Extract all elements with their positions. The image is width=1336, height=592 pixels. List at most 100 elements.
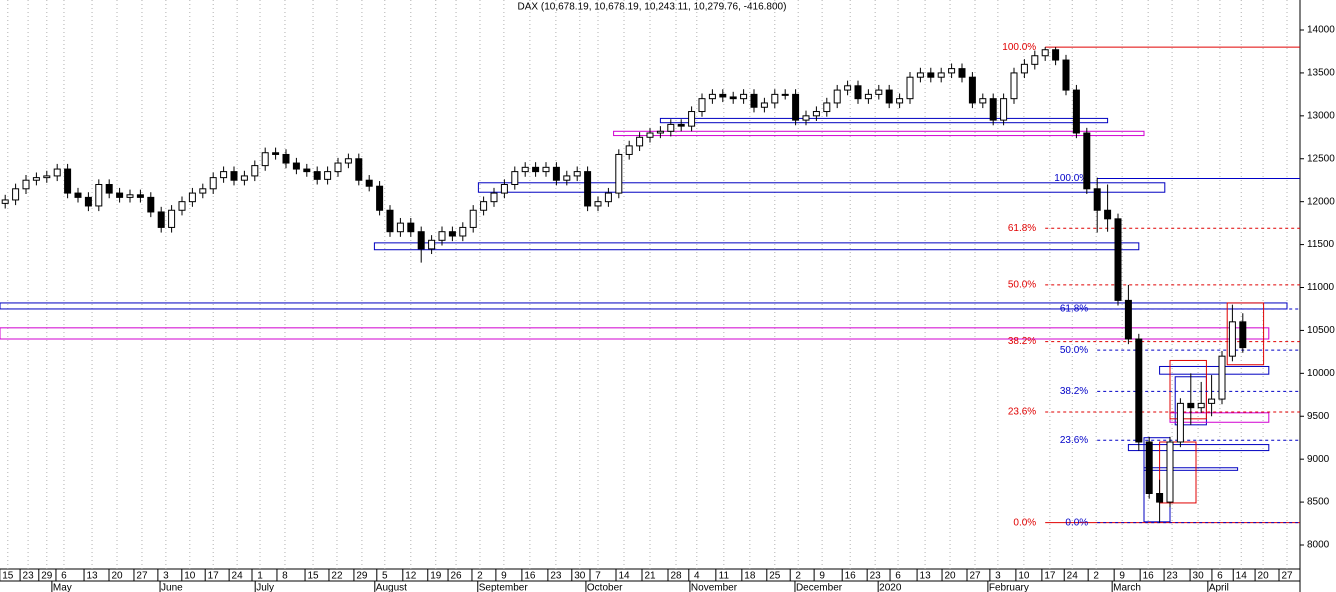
candle-body: [1239, 321, 1247, 349]
candle-body: [438, 231, 446, 241]
candle-body: [459, 226, 467, 237]
zone-box: [1127, 444, 1270, 452]
candle-body: [396, 222, 404, 233]
candle-body: [313, 171, 321, 180]
x-tick-label: 27: [136, 571, 148, 582]
candle-body: [760, 102, 768, 108]
candle-body: [32, 177, 40, 181]
candle-body: [417, 231, 425, 250]
x-tick-label: 30: [1193, 571, 1205, 582]
fib-label: 23.6%: [1008, 407, 1036, 418]
candle-body: [802, 115, 810, 121]
candle-body: [157, 211, 165, 228]
candle-body: [1062, 59, 1070, 91]
candle-body: [646, 132, 654, 138]
candle-body: [844, 85, 852, 91]
candle-body: [365, 179, 373, 187]
candle-body: [386, 209, 394, 233]
candle-body: [792, 93, 800, 121]
candle-body: [688, 111, 696, 127]
candle-body: [1020, 63, 1028, 74]
fib-label: 61.8%: [1008, 223, 1036, 234]
candle-body: [64, 168, 72, 194]
month-label: 2020: [879, 583, 902, 592]
candle-body: [12, 188, 20, 201]
candle-body: [230, 171, 238, 181]
candle-body: [199, 188, 207, 194]
candle-body: [126, 194, 134, 198]
x-tick-label: 11: [719, 571, 730, 582]
x-tick-label: 2: [795, 571, 801, 582]
x-tick-label: 22: [331, 571, 343, 582]
candle-body: [667, 123, 675, 132]
candle-body: [625, 145, 633, 155]
x-tick-label: 2: [1093, 571, 1099, 582]
x-tick-label: 16: [524, 571, 536, 582]
x-tick-label: 20: [944, 571, 956, 582]
candle-body: [105, 184, 113, 194]
y-tick-label: 10500: [1307, 325, 1335, 336]
candle-body: [1187, 402, 1195, 409]
candle-body: [750, 93, 758, 108]
zone-box: [613, 130, 1145, 137]
candle-body: [812, 111, 820, 117]
candle-body: [833, 89, 841, 104]
x-tick-label: 13: [86, 571, 98, 582]
fib-label: 100.0%: [1054, 173, 1088, 184]
candle-body: [344, 158, 352, 164]
x-tick-label: 24: [232, 571, 244, 582]
candle-body: [604, 192, 612, 203]
candle-body: [178, 201, 186, 211]
fib-label: 23.6%: [1060, 435, 1088, 446]
x-tick-label: 23: [1167, 571, 1179, 582]
candle-body: [240, 175, 248, 181]
x-tick-label: 29: [356, 571, 368, 582]
month-label: August: [376, 583, 407, 592]
zone-box: [477, 182, 1166, 193]
candle-body: [74, 192, 82, 198]
x-tick-label: 9: [501, 571, 507, 582]
candle-body: [1072, 89, 1080, 134]
fib-label: 100.0%: [1002, 42, 1036, 53]
x-tick-label: 30: [574, 571, 586, 582]
x-tick-label: 14: [1236, 571, 1248, 582]
candle-body: [428, 239, 436, 250]
fib-label: 50.0%: [1060, 345, 1088, 356]
candle-body: [1208, 398, 1216, 404]
candle-body: [376, 185, 384, 211]
x-tick-label: 2: [477, 571, 483, 582]
month-label: December: [796, 583, 843, 592]
candle-body: [615, 153, 623, 194]
candle-body: [979, 98, 987, 104]
candle-body: [43, 175, 51, 179]
candle-body: [324, 171, 332, 180]
month-label: June: [161, 583, 183, 592]
y-tick-label: 9000: [1307, 454, 1330, 465]
candle-body: [823, 102, 831, 113]
month-label: July: [256, 583, 274, 592]
candle-body: [1104, 209, 1112, 220]
candle-body: [636, 136, 644, 147]
x-tick-label: 10: [184, 571, 196, 582]
candle-body: [875, 89, 883, 95]
candle-body: [521, 166, 529, 173]
x-tick-label: 13: [920, 571, 932, 582]
x-tick-label: 24: [1067, 571, 1079, 582]
x-tick-label: 3: [995, 571, 1001, 582]
x-tick-label: 21: [644, 571, 656, 582]
y-tick-label: 12000: [1307, 196, 1335, 207]
x-tick-label: 6: [61, 571, 67, 582]
candle-body: [251, 165, 259, 177]
x-tick-label: 9: [819, 571, 825, 582]
x-tick-label: 28: [670, 571, 682, 582]
y-tick-label: 12500: [1307, 153, 1335, 164]
x-tick-label: 12: [405, 571, 417, 582]
candle-body: [1093, 188, 1101, 211]
zone-box: [659, 117, 1109, 124]
x-tick-label: 26: [450, 571, 462, 582]
candle-body: [469, 209, 477, 228]
candle-body: [334, 162, 342, 173]
x-tick-label: 17: [1044, 571, 1056, 582]
candle-body: [168, 209, 176, 228]
